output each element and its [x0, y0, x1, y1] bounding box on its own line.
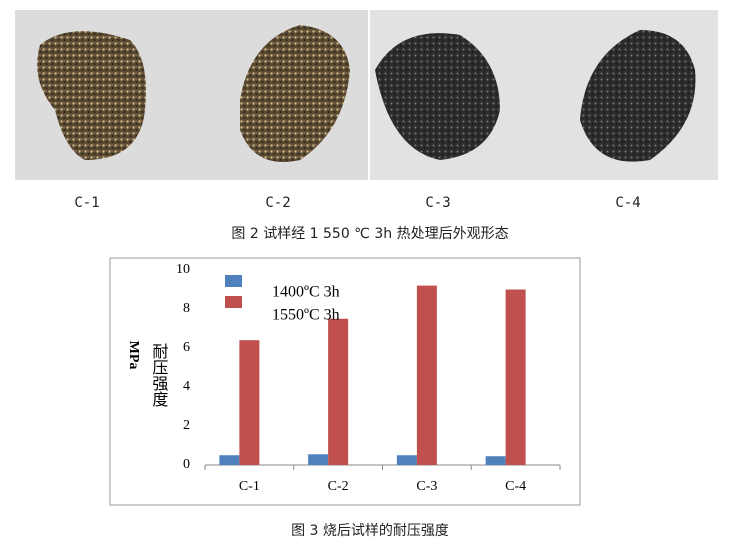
chart-caption: 图 3 烧后试样的耐压强度 [291, 523, 449, 539]
sample-c3 [375, 33, 500, 160]
y-unit: MPa [126, 341, 141, 370]
sample-c4 [580, 30, 696, 162]
photo-label: C-4 [615, 195, 640, 211]
bar [308, 454, 329, 465]
legend-swatch [225, 296, 242, 308]
bar [416, 285, 437, 465]
y-tick-label: 6 [183, 340, 190, 355]
y-tick-label: 0 [183, 457, 190, 472]
sample-c1 [37, 31, 147, 160]
photo-label: C-2 [265, 195, 290, 211]
bar [485, 456, 506, 465]
x-tick-label: C-3 [416, 479, 437, 494]
photo-label: C-3 [425, 195, 450, 211]
bar [396, 455, 417, 465]
legend-label: 1550ºC 3h [272, 307, 340, 324]
photos [15, 10, 718, 180]
bar [505, 289, 526, 465]
x-tick-label: C-4 [505, 479, 526, 494]
bar [219, 455, 240, 465]
x-tick-label: C-2 [328, 479, 349, 494]
bar [328, 318, 349, 465]
y-axis-label: 耐压强度 [149, 343, 168, 407]
x-tick-label: C-1 [239, 479, 260, 494]
y-tick-label: 8 [183, 301, 190, 316]
y-tick-label: 4 [183, 379, 190, 394]
sample-c2 [240, 25, 350, 162]
bar [239, 340, 260, 465]
photo-label: C-1 [74, 195, 99, 211]
legend-label: 1400ºC 3h [272, 284, 340, 301]
y-tick-label: 10 [176, 262, 190, 277]
legend-swatch [225, 275, 242, 287]
y-tick-label: 2 [183, 418, 190, 433]
figure-caption: 图 2 试样经 1 550 ℃ 3h 热处理后外观形态 [231, 226, 508, 242]
